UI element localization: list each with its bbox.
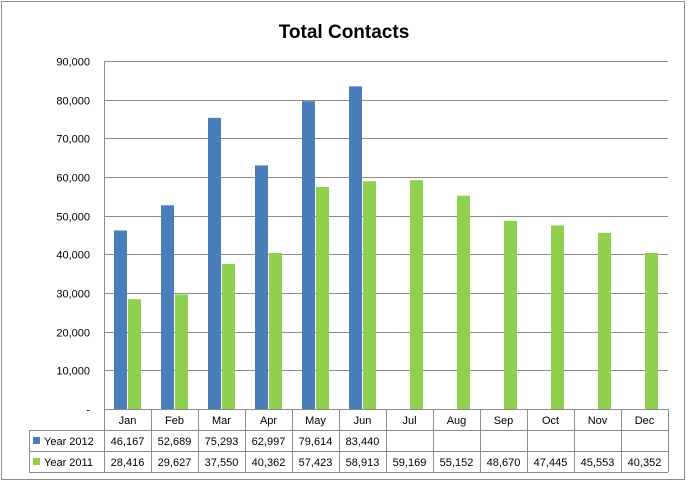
y-tick-label: 60,000 — [56, 173, 90, 185]
data-table-value: 48,670 — [487, 457, 521, 469]
bar-year-2011-oct — [551, 225, 564, 409]
bar-year-2011-sep — [504, 220, 517, 409]
category-label: Nov — [588, 415, 608, 427]
bar-year-2011-apr — [269, 252, 282, 409]
bars — [114, 86, 658, 410]
category-label: Apr — [260, 415, 277, 427]
category-label: May — [305, 415, 326, 427]
data-table-value: 40,352 — [628, 457, 662, 469]
gridlines — [104, 61, 668, 410]
legend-label: Year 2011 — [44, 457, 93, 469]
bar-year-2012-may — [302, 101, 315, 409]
bar-year-2012-feb — [161, 205, 174, 409]
y-tick-label: 80,000 — [56, 96, 90, 108]
bar-year-2011-feb — [175, 294, 188, 409]
data-table-value: 57,423 — [299, 457, 333, 469]
category-label: Oct — [542, 415, 559, 427]
category-label: Jul — [402, 415, 416, 427]
y-tick-label: 90,000 — [56, 57, 90, 69]
legend-swatch — [33, 458, 40, 465]
y-tick-label: 20,000 — [56, 328, 90, 340]
category-label: Mar — [212, 415, 231, 427]
bar-year-2011-jul — [410, 180, 423, 409]
legend-swatch — [33, 437, 40, 444]
category-label: Jan — [119, 415, 137, 427]
bar-year-2011-jun — [363, 181, 376, 409]
data-table-value: 83,440 — [346, 436, 380, 448]
bar-year-2012-jun — [349, 86, 362, 410]
bar-year-2011-may — [316, 186, 329, 409]
category-label: Dec — [635, 415, 655, 427]
data-table-value: 58,913 — [346, 457, 380, 469]
bar-year-2011-nov — [598, 232, 611, 409]
y-tick-label: 10,000 — [56, 366, 90, 378]
data-table-value: 62,997 — [252, 436, 286, 448]
data-table-value: 28,416 — [111, 457, 145, 469]
bar-year-2012-apr — [255, 165, 268, 409]
data-table-value: 47,445 — [534, 457, 568, 469]
category-label: Aug — [447, 415, 467, 427]
bar-year-2011-jan — [128, 299, 141, 409]
data-table-value: 75,293 — [205, 436, 239, 448]
y-tick-label: 30,000 — [56, 289, 90, 301]
data-table-value: 46,167 — [111, 436, 145, 448]
data-table-value: 59,169 — [393, 457, 427, 469]
category-label: Sep — [494, 415, 514, 427]
data-table-value: 79,614 — [299, 436, 333, 448]
data-table-value: 29,627 — [158, 457, 192, 469]
chart-title: Total Contacts — [279, 22, 410, 43]
data-table-value: 45,553 — [581, 457, 615, 469]
y-tick-label: 40,000 — [56, 250, 90, 262]
data-table: Jan Feb Mar Apr May Jun Jul Aug Sep Oct Nov Dec Year… — [29, 409, 669, 473]
bar-year-2012-mar — [208, 117, 221, 409]
data-table-value: 55,152 — [440, 457, 474, 469]
category-label: Feb — [165, 415, 184, 427]
data-table-value: 37,550 — [205, 457, 239, 469]
bar-year-2011-dec — [645, 252, 658, 409]
bar-year-2011-mar — [222, 263, 235, 409]
y-axis-ticks: - 10,000 20,000 30,000 40,000 50,000 60,000 70,… — [56, 57, 90, 417]
y-tick-label: - — [86, 405, 90, 417]
bar-year-2011-aug — [457, 195, 470, 409]
legend-label: Year 2012 — [44, 436, 94, 448]
y-tick-label: 50,000 — [56, 212, 90, 224]
category-label: Jun — [354, 415, 372, 427]
y-tick-label: 70,000 — [56, 134, 90, 146]
data-table-value: 40,362 — [252, 457, 286, 469]
data-table-value: 52,689 — [158, 436, 192, 448]
bar-year-2012-jan — [114, 230, 127, 409]
